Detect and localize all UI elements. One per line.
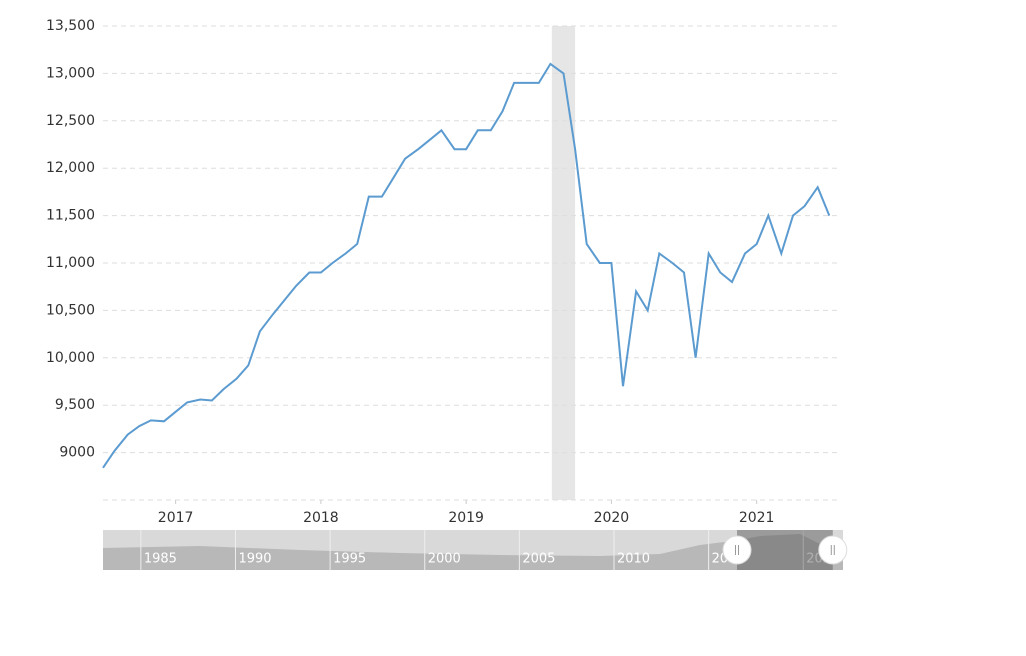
x-tick-label: 2019 — [448, 510, 484, 526]
y-tick-label: 11,500 — [46, 208, 95, 224]
navigator-label: 1990 — [238, 552, 271, 567]
y-tick-label: 11,000 — [46, 255, 95, 271]
y-tick-label: 10,000 — [46, 350, 95, 366]
y-tick-label: 9000 — [59, 445, 95, 461]
y-tick-label: 12,500 — [46, 113, 95, 129]
navigator-label: 2010 — [617, 552, 650, 567]
handle-circle — [722, 535, 752, 565]
x-tick-label: 2017 — [158, 510, 194, 526]
navigator-label: 2005 — [522, 552, 555, 567]
data-line — [102, 62, 831, 469]
navigator-label: 1995 — [333, 552, 366, 567]
navigator-label: 2000 — [428, 552, 461, 567]
y-tick-label: 13,000 — [46, 65, 95, 81]
y-tick-label: 12,000 — [46, 160, 95, 176]
navigator-selection — [737, 530, 833, 570]
navigator-handle[interactable] — [818, 535, 848, 565]
handle-circle — [818, 535, 848, 565]
y-tick-label: 13,500 — [46, 18, 95, 34]
x-tick-label: 2020 — [594, 510, 630, 526]
navigator-series — [103, 534, 843, 570]
navigator: 19851990199520002005201020152020 — [103, 530, 848, 570]
x-tick-label: 2018 — [303, 510, 339, 526]
navigator-handle[interactable] — [722, 535, 752, 565]
y-tick-label: 10,500 — [46, 302, 95, 318]
navigator-label: 1985 — [144, 552, 177, 567]
x-tick-label: 2021 — [739, 510, 775, 526]
y-tick-label: 9,500 — [55, 397, 95, 413]
